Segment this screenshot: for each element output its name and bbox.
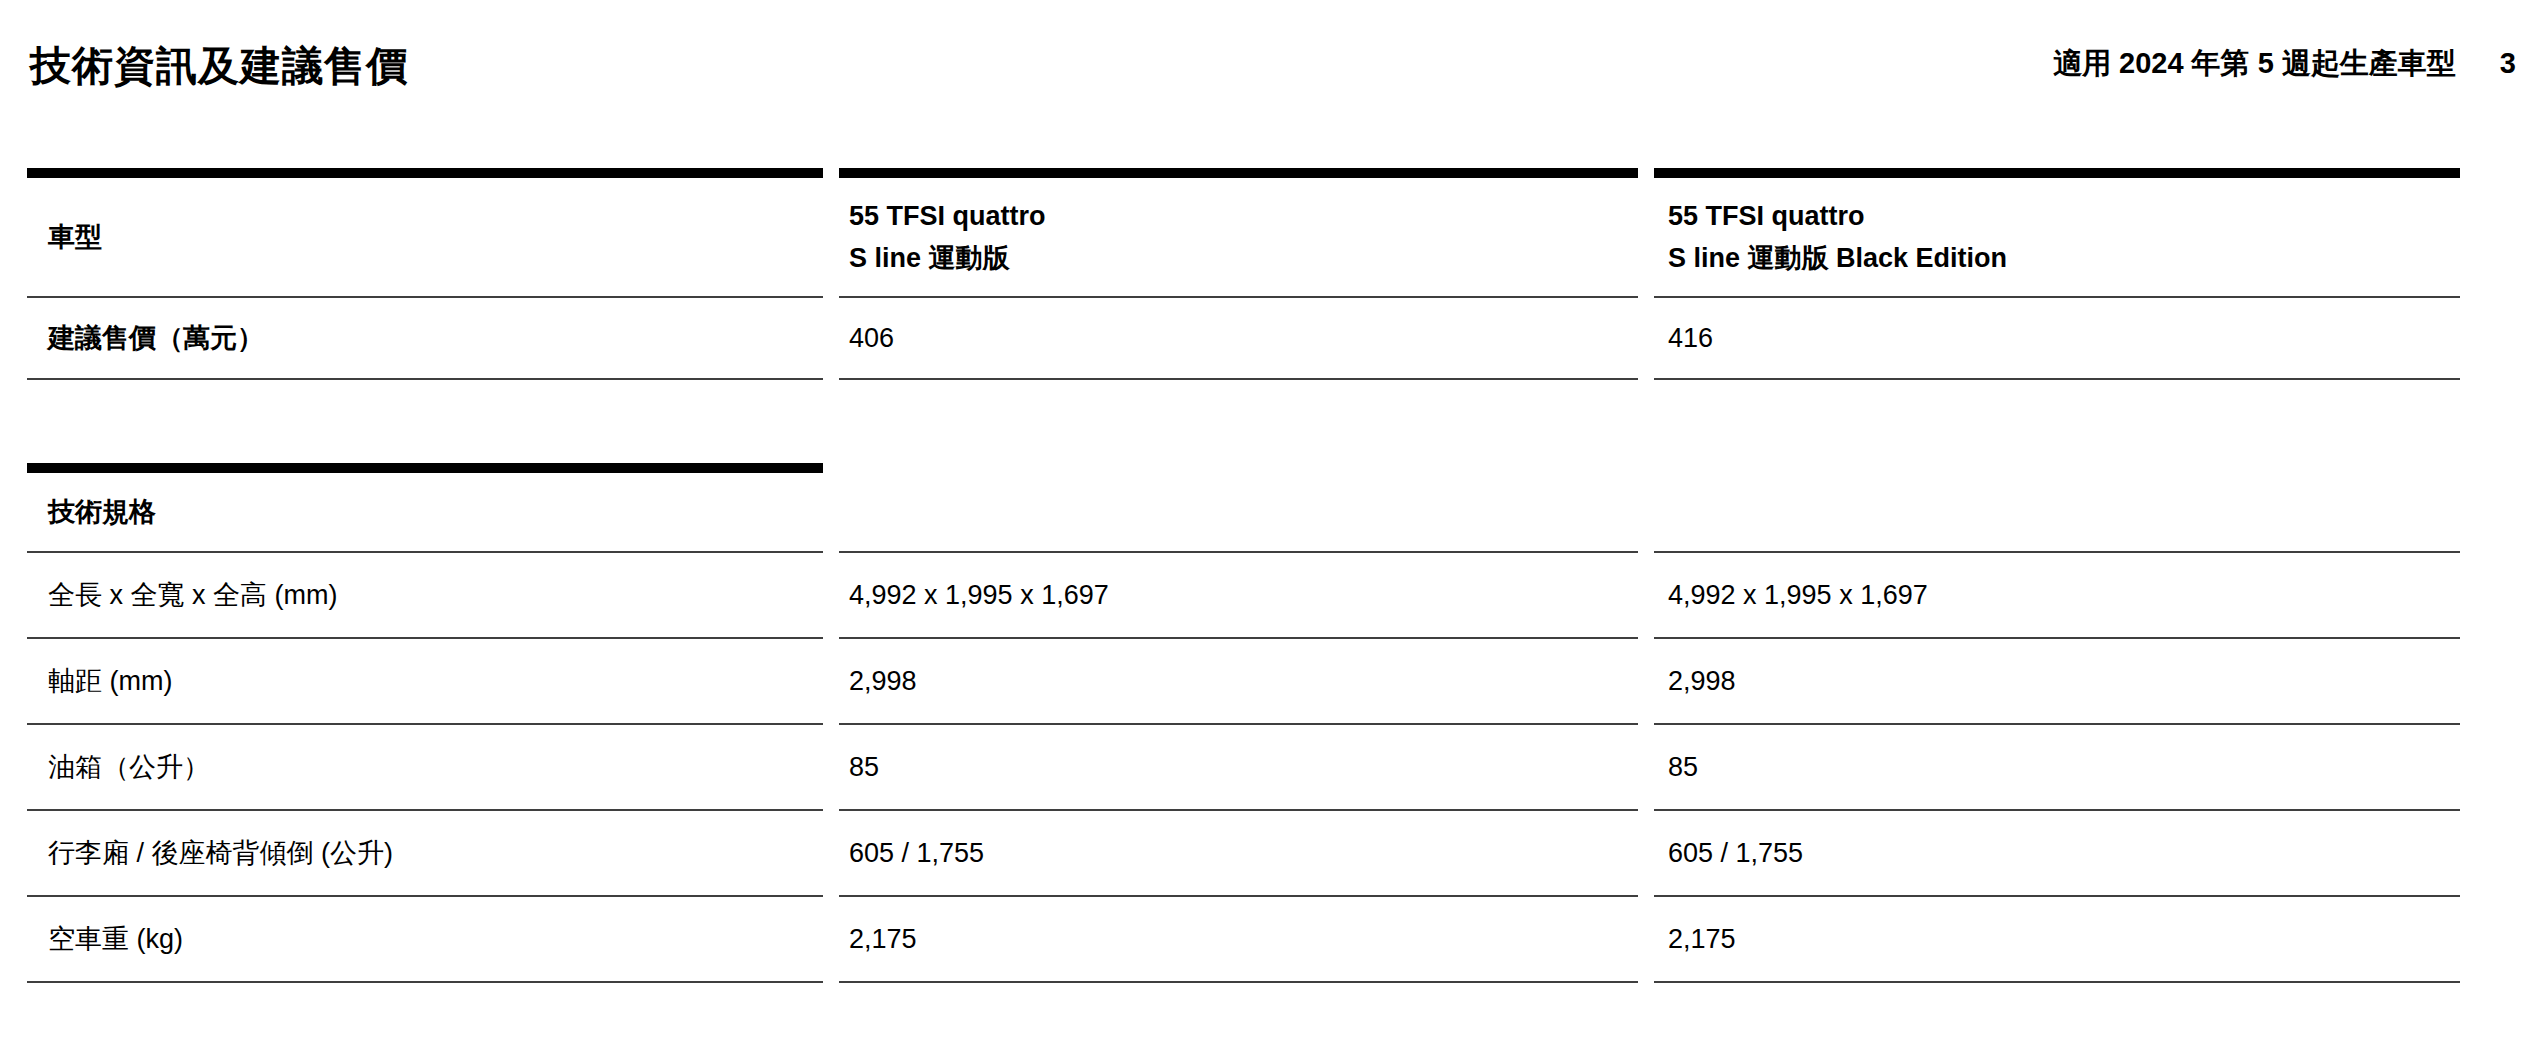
model-name-line1: 55 TFSI quattro (849, 195, 1638, 237)
spec-value: 2,175 (1654, 897, 2460, 983)
model-header-col1: 55 TFSI quattro S line 運動版 (839, 168, 1638, 298)
spec-row-label-dimensions: 全長 x 全寬 x 全高 (mm) (27, 553, 823, 639)
spec-value: 85 (1654, 725, 2460, 811)
model-name-line2: S line 運動版 (849, 237, 1638, 279)
spec-value: 2,998 (1654, 639, 2460, 725)
price-row-label: 建議售價（萬元） (27, 298, 823, 380)
model-name-line2: S line 運動版 Black Edition (1668, 237, 2460, 279)
model-row-label: 車型 (27, 168, 823, 298)
model-price-section: 車型 55 TFSI quattro S line 運動版 55 TFSI qu… (27, 168, 2460, 380)
spec-section-header: 技術規格 (27, 463, 823, 553)
spec-row-label-fuel-tank: 油箱（公升） (27, 725, 823, 811)
spec-value: 4,992 x 1,995 x 1,697 (1654, 553, 2460, 639)
spec-row-label-luggage: 行李廂 / 後座椅背傾倒 (公升) (27, 811, 823, 897)
model-name-line1: 55 TFSI quattro (1668, 195, 2460, 237)
price-value-col2: 416 (1654, 298, 2460, 380)
spec-value: 2,175 (839, 897, 1638, 983)
spec-value: 2,998 (839, 639, 1638, 725)
spec-section-header-empty (839, 463, 1638, 553)
model-header-col2: 55 TFSI quattro S line 運動版 Black Edition (1654, 168, 2460, 298)
header-meta: 適用 2024 年第 5 週起生產車型 3 (2053, 48, 2516, 78)
spec-row-label-curb-weight: 空車重 (kg) (27, 897, 823, 983)
spec-table: 車型 55 TFSI quattro S line 運動版 55 TFSI qu… (27, 168, 2460, 983)
spec-row-label-wheelbase: 軸距 (mm) (27, 639, 823, 725)
page-title: 技術資訊及建議售價 (30, 44, 408, 88)
applicability-note: 適用 2024 年第 5 週起生產車型 (2053, 48, 2456, 78)
price-value-col1: 406 (839, 298, 1638, 380)
spec-sheet-page: 技術資訊及建議售價 適用 2024 年第 5 週起生產車型 3 車型 55 TF… (0, 0, 2540, 1060)
spec-value: 605 / 1,755 (1654, 811, 2460, 897)
spec-value: 85 (839, 725, 1638, 811)
section-spacer (27, 380, 2460, 463)
spec-section-header-empty (1654, 463, 2460, 553)
spec-value: 4,992 x 1,995 x 1,697 (839, 553, 1638, 639)
page-number: 3 (2500, 48, 2516, 78)
technical-spec-section: 技術規格 全長 x 全寬 x 全高 (mm) 4,992 x 1,995 x 1… (27, 463, 2460, 983)
spec-value: 605 / 1,755 (839, 811, 1638, 897)
